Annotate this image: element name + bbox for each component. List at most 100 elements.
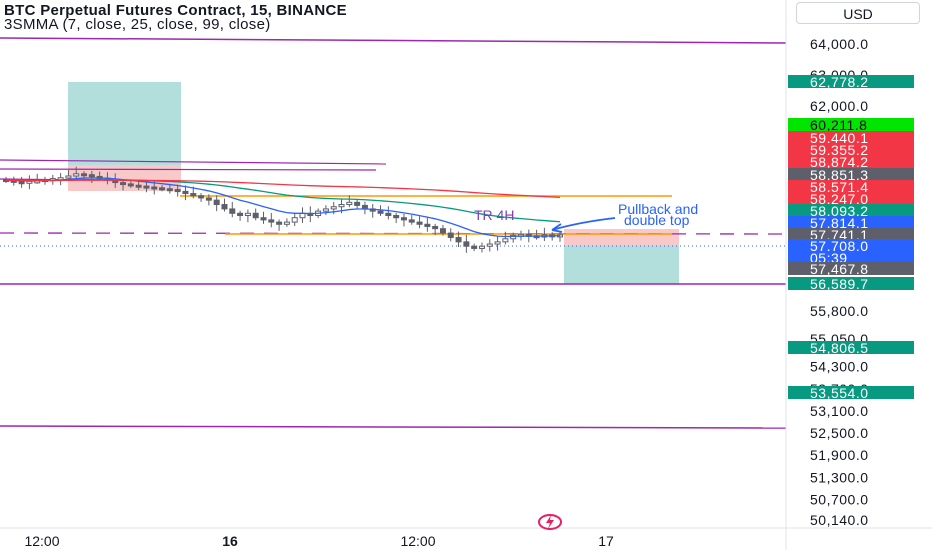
y-tick-label: 53,100.0 [810,403,869,419]
candle [65,175,72,179]
candle [471,245,478,249]
price-badge [788,228,914,241]
candle [385,212,392,217]
range-line-2 [0,168,377,171]
pullback-label-line1: Pullback and [618,201,698,217]
level-line-top [0,37,787,44]
candle [127,183,134,187]
candle [198,195,205,199]
price-badge-label: 58,874.2 [810,154,869,170]
price-badge-label: 57,708.0 [810,238,869,254]
candle [88,174,95,178]
y-tick-label: 51,300.0 [810,469,869,485]
pullback-label-line2: double top [624,212,690,228]
candle [400,217,407,221]
candle [237,212,244,217]
candle [455,236,462,243]
candle [135,184,142,188]
candle [213,199,220,206]
price-badge [788,131,914,144]
candle [151,186,158,190]
long-target-zone [68,82,181,165]
candle [205,197,212,201]
y-tick-label: 51,900.0 [810,447,869,463]
candle [190,193,197,197]
candle [221,204,228,210]
price-badge [788,168,914,181]
y-tick-label: 50,140.0 [810,512,869,528]
candle [432,225,439,230]
candle [447,232,454,238]
candle [283,221,290,225]
level-line-bottom [0,425,787,429]
y-tick-label: 55,800.0 [810,303,869,319]
candle [81,173,88,177]
price-badge-label: 59,355.2 [810,142,869,158]
price-badge [788,251,914,264]
price-badge [788,180,914,193]
currency-button[interactable]: USD [796,2,920,24]
y-tick-label: 64,000.0 [810,36,869,52]
candle [143,185,150,189]
price-badge-label: 54,806.5 [810,340,869,356]
y-tick-label: 52,500.0 [810,425,869,441]
candle [354,201,361,206]
candle [502,238,509,243]
candle [276,221,283,225]
x-tick-label: 12:00 [400,533,435,549]
candle [424,223,431,227]
price-badge-label: 59,440.1 [810,130,869,146]
symbol-title: BTC Perpetual Futures Contract, 15, BINA… [4,2,347,19]
candle [229,208,236,214]
candle [120,182,127,186]
price-badge-label: 53,554.0 [810,385,869,401]
candle [291,217,298,223]
candle [377,210,384,214]
candle [166,188,173,192]
x-tick-label: 16 [222,533,238,549]
price-badge [788,239,914,252]
candle [244,212,251,217]
price-badge [788,118,914,131]
price-badge [788,216,914,229]
candle [346,201,353,206]
candle [408,219,415,223]
candle [182,190,189,195]
candle [416,221,423,225]
pullback-arrow [551,217,616,233]
candle [260,217,267,221]
candle [73,173,80,177]
price-badge-label: 56,589.7 [810,276,869,292]
candle [330,206,337,210]
range-line-1 [0,159,387,165]
price-badge [788,192,914,205]
price-badge [788,386,914,399]
candle [322,208,329,212]
short-target-zone [564,246,679,284]
price-badge [788,341,914,354]
candle [252,212,259,219]
price-badge-label: 58,093.2 [810,203,869,219]
candle [18,181,25,185]
smma-99-line [5,179,561,199]
price-badge [788,204,914,217]
logo-icon [538,514,562,530]
price-badge-label: 57,814.1 [810,215,869,231]
price-badge [788,155,914,168]
candle [486,243,493,247]
price-badge [788,75,914,88]
price-badge-label: 58,247.0 [810,191,869,207]
candle [159,187,166,191]
candle [463,241,470,247]
y-tick-label: 50,700.0 [810,491,869,507]
indicator-legend[interactable]: 3SMMA (7, close, 25, close, 99, close) [4,16,271,33]
price-badge [788,277,914,290]
candle [478,245,485,249]
price-badge-label: 60,211.8 [810,117,867,133]
price-badge [788,143,914,156]
candle [268,219,275,223]
y-tick-label: 62,000.0 [810,98,869,114]
candle [338,204,345,208]
x-tick-label: 17 [598,533,614,549]
